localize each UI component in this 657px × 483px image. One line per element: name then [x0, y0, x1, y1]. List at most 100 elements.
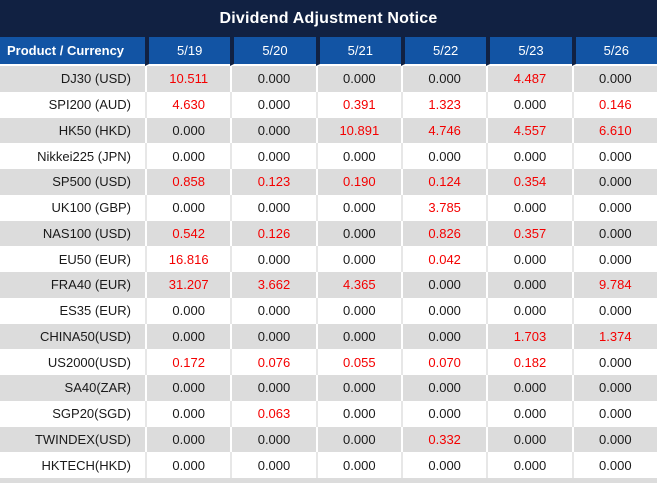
- column-header-date: 5/23: [486, 37, 572, 66]
- table-row: SA40(ZAR) 0.000 0.000 0.000 0.000 0.000 0.000: [0, 375, 657, 401]
- value-cell: 0.354: [486, 169, 572, 195]
- value-cell: 0.000: [230, 246, 316, 272]
- column-header-date: 5/22: [400, 37, 487, 66]
- column-header-date: 5/19: [145, 37, 231, 66]
- value-cell: 0.332: [400, 426, 487, 453]
- value-cell: 0.042: [400, 246, 487, 272]
- value-cell: 0.000: [230, 323, 316, 350]
- value-cell: 0.000: [230, 426, 316, 453]
- value-cell: 0.000: [486, 272, 572, 298]
- value-cell: 0.063: [230, 400, 316, 427]
- value-cell: 0.000: [571, 220, 657, 247]
- value-cell: 10.511: [145, 66, 231, 92]
- product-cell: SP500 (USD): [0, 169, 145, 195]
- value-cell: 0.190: [315, 169, 401, 195]
- value-cell: 0.000: [230, 297, 316, 324]
- dividend-table: Product / Currency 5/19 5/20 5/21 5/22 5/23 5…: [0, 37, 657, 478]
- value-cell: 4.746: [400, 117, 487, 144]
- value-cell: 0.000: [230, 452, 316, 478]
- value-cell: 0.000: [400, 400, 487, 427]
- table-row: NAS100 (USD) 0.542 0.126 0.000 0.826 0.357 0.0…: [0, 220, 657, 247]
- product-cell: UK100 (GBP): [0, 194, 145, 221]
- value-cell: 0.826: [400, 220, 487, 247]
- value-cell: 0.000: [145, 452, 231, 478]
- value-cell: 0.000: [400, 297, 487, 324]
- column-header-date: 5/21: [315, 37, 401, 66]
- product-cell: Nikkei225 (JPN): [0, 143, 145, 169]
- value-cell: 0.123: [230, 169, 316, 195]
- value-cell: 0.000: [230, 375, 316, 401]
- table-header: Product / Currency 5/19 5/20 5/21 5/22 5/23 5…: [0, 37, 657, 66]
- value-cell: 0.000: [571, 143, 657, 169]
- value-cell: 0.000: [486, 375, 572, 401]
- page-title: Dividend Adjustment Notice: [219, 9, 438, 27]
- product-cell: SPI200 (AUD): [0, 91, 145, 118]
- value-cell: 0.000: [145, 117, 231, 144]
- value-cell: 0.000: [315, 452, 401, 478]
- value-cell: 0.000: [315, 220, 401, 247]
- table-row: Nikkei225 (JPN) 0.000 0.000 0.000 0.000 0.000…: [0, 143, 657, 169]
- value-cell: 0.000: [486, 297, 572, 324]
- value-cell: 0.000: [571, 66, 657, 92]
- value-cell: 0.000: [315, 375, 401, 401]
- column-header-date: 5/20: [230, 37, 316, 66]
- table-row: SP500 (USD) 0.858 0.123 0.190 0.124 0.354 0.00…: [0, 169, 657, 195]
- value-cell: 0.000: [486, 91, 572, 118]
- value-cell: 0.000: [315, 297, 401, 324]
- table-row: EU50 (EUR) 16.816 0.000 0.000 0.042 0.000 0.00…: [0, 246, 657, 272]
- value-cell: 0.000: [571, 375, 657, 401]
- table-row: SGP20(SGD) 0.000 0.063 0.000 0.000 0.000 0.000: [0, 400, 657, 427]
- value-cell: 0.000: [486, 143, 572, 169]
- value-cell: 0.000: [486, 194, 572, 221]
- table-row: HKTECH(HKD) 0.000 0.000 0.000 0.000 0.000 0.00…: [0, 452, 657, 478]
- value-cell: 0.000: [400, 272, 487, 298]
- value-cell: 0.391: [315, 91, 401, 118]
- value-cell: 0.000: [571, 246, 657, 272]
- value-cell: 0.000: [486, 400, 572, 427]
- value-cell: 1.703: [486, 323, 572, 350]
- table-row: UK100 (GBP) 0.000 0.000 0.000 3.785 0.000 0.00…: [0, 194, 657, 221]
- value-cell: 31.207: [145, 272, 231, 298]
- value-cell: 0.000: [315, 426, 401, 453]
- value-cell: 0.000: [571, 349, 657, 375]
- value-cell: 0.070: [400, 349, 487, 375]
- table-row: TWINDEX(USD) 0.000 0.000 0.000 0.332 0.000 0.0…: [0, 426, 657, 453]
- value-cell: 3.785: [400, 194, 487, 221]
- value-cell: 0.172: [145, 349, 231, 375]
- product-cell: SA40(ZAR): [0, 375, 145, 401]
- value-cell: 0.000: [486, 426, 572, 453]
- value-cell: 0.000: [400, 323, 487, 350]
- product-cell: TWINDEX(USD): [0, 426, 145, 453]
- table-body: DJ30 (USD) 10.511 0.000 0.000 0.000 4.487 0.00…: [0, 66, 657, 478]
- value-cell: 0.000: [315, 66, 401, 92]
- table-row: CHINA50(USD) 0.000 0.000 0.000 0.000 1.703 1.3…: [0, 323, 657, 350]
- value-cell: 0.124: [400, 169, 487, 195]
- value-cell: 0.858: [145, 169, 231, 195]
- value-cell: 0.000: [571, 400, 657, 427]
- value-cell: 4.487: [486, 66, 572, 92]
- value-cell: 1.374: [571, 323, 657, 350]
- value-cell: 0.000: [571, 426, 657, 453]
- value-cell: 0.000: [315, 323, 401, 350]
- product-cell: DJ30 (USD): [0, 66, 145, 92]
- value-cell: 0.000: [571, 169, 657, 195]
- value-cell: 0.000: [486, 452, 572, 478]
- table-row: SPI200 (AUD) 4.630 0.000 0.391 1.323 0.000 0.1…: [0, 91, 657, 118]
- value-cell: 3.662: [230, 272, 316, 298]
- value-cell: 0.357: [486, 220, 572, 247]
- value-cell: 0.000: [230, 117, 316, 144]
- table-row: HK50 (HKD) 0.000 0.000 10.891 4.746 4.557 6.61…: [0, 117, 657, 144]
- value-cell: 1.323: [400, 91, 487, 118]
- value-cell: 0.000: [145, 143, 231, 169]
- value-cell: 0.000: [230, 194, 316, 221]
- table-row: DJ30 (USD) 10.511 0.000 0.000 0.000 4.487 0.00…: [0, 66, 657, 92]
- value-cell: 0.000: [145, 400, 231, 427]
- value-cell: 6.610: [571, 117, 657, 144]
- table-row: ES35 (EUR) 0.000 0.000 0.000 0.000 0.000 0.000: [0, 297, 657, 324]
- value-cell: 9.784: [571, 272, 657, 298]
- value-cell: 0.000: [486, 246, 572, 272]
- value-cell: 0.000: [571, 297, 657, 324]
- value-cell: 0.000: [400, 375, 487, 401]
- product-cell: CHINA50(USD): [0, 323, 145, 350]
